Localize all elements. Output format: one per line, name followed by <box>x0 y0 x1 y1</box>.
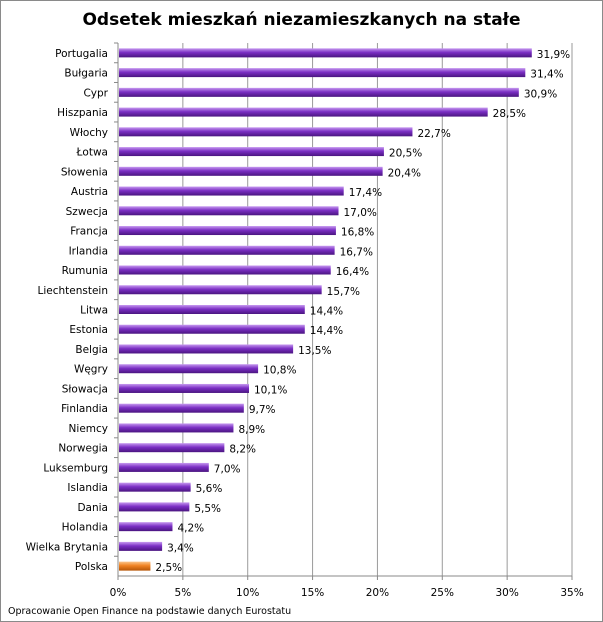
category-label: Węgry <box>74 364 108 376</box>
bar <box>119 48 532 58</box>
bar <box>119 245 335 255</box>
category-label: Słowacja <box>62 383 108 395</box>
category-label: Szwecja <box>66 206 108 218</box>
bar <box>119 87 519 97</box>
category-label: Litwa <box>80 305 108 317</box>
data-label: 31,4% <box>530 69 563 81</box>
x-tick-label: 25% <box>431 587 454 599</box>
bar <box>119 305 305 314</box>
data-label: 5,5% <box>194 503 221 515</box>
data-label: 20,5% <box>389 148 422 160</box>
bar <box>119 285 322 295</box>
x-tick-label: 15% <box>301 587 324 599</box>
bar <box>119 423 234 433</box>
data-label: 8,9% <box>238 424 265 436</box>
bar <box>119 443 225 453</box>
bar <box>119 107 488 117</box>
bar <box>119 166 383 176</box>
bar <box>119 127 413 137</box>
data-label: 16,7% <box>340 246 373 258</box>
bar <box>119 502 190 512</box>
x-tick-label: 0% <box>110 587 127 599</box>
data-label: 2,5% <box>155 562 182 574</box>
bar <box>119 324 305 334</box>
data-label: 3,4% <box>167 542 194 554</box>
category-label: Estonia <box>69 324 108 336</box>
bar <box>119 482 191 492</box>
category-label: Niemcy <box>69 423 108 435</box>
bar <box>119 344 294 354</box>
bar <box>119 383 250 393</box>
data-label: 17,4% <box>349 187 382 199</box>
category-label: Islandia <box>67 482 108 494</box>
source-note: Opracowanie Open Finance na podstawie da… <box>8 606 292 617</box>
category-label: Luksemburg <box>43 462 108 474</box>
category-label: Polska <box>75 561 108 573</box>
bar <box>119 265 331 275</box>
category-label: Wielka Brytania <box>26 541 108 553</box>
category-label: Irlandia <box>69 245 108 257</box>
data-label: 7,0% <box>214 463 241 475</box>
category-label: Włochy <box>70 127 108 139</box>
data-label: 9,7% <box>249 404 276 416</box>
bar <box>119 186 344 196</box>
data-label: 10,8% <box>263 365 296 377</box>
category-label: Finlandia <box>61 403 108 415</box>
data-label: 10,1% <box>254 384 287 396</box>
category-label: Portugalia <box>55 48 108 60</box>
category-label: Bułgaria <box>64 68 108 80</box>
data-label: 17,0% <box>344 207 377 219</box>
data-label: 16,8% <box>341 227 374 239</box>
category-label: Hiszpania <box>57 107 108 119</box>
data-label: 8,2% <box>229 444 256 456</box>
category-label: Austria <box>71 186 108 198</box>
data-label: 13,5% <box>298 345 331 357</box>
x-tick-label: 35% <box>560 587 583 599</box>
bar <box>119 561 151 571</box>
data-label: 28,5% <box>493 108 526 120</box>
category-label: Rumunia <box>62 265 108 277</box>
x-tick-label: 10% <box>236 587 259 599</box>
data-label: 4,2% <box>177 523 204 535</box>
data-label: 30,9% <box>524 88 557 100</box>
data-label: 15,7% <box>327 286 360 298</box>
bar <box>119 68 526 78</box>
bar <box>119 226 336 236</box>
bar <box>119 206 339 216</box>
category-label: Belgia <box>75 344 108 356</box>
data-label: 14,4% <box>310 306 343 318</box>
bar <box>119 403 244 413</box>
category-label: Słowenia <box>61 166 108 178</box>
bar <box>119 522 173 532</box>
category-label: Francja <box>70 226 108 238</box>
data-label: 22,7% <box>417 128 450 140</box>
x-tick-label: 5% <box>175 587 192 599</box>
category-label: Holandia <box>62 522 108 534</box>
bar <box>119 147 384 157</box>
x-tick-label: 30% <box>495 587 518 599</box>
data-label: 20,4% <box>388 167 421 179</box>
data-label: 5,6% <box>196 483 223 495</box>
category-label: Liechtenstein <box>37 285 108 297</box>
category-label: Łotwa <box>76 147 108 159</box>
x-tick-label: 20% <box>366 587 389 599</box>
bar <box>119 462 209 472</box>
chart-title: Odsetek mieszkań niezamieszkanych na sta… <box>82 10 521 30</box>
category-label: Cypr <box>83 87 108 99</box>
bar <box>119 364 259 374</box>
data-label: 31,9% <box>537 49 570 61</box>
category-label: Norwegia <box>58 443 108 455</box>
data-label: 14,4% <box>310 325 343 337</box>
category-label: Dania <box>77 502 108 514</box>
data-label: 16,4% <box>336 266 369 278</box>
bar <box>119 541 163 551</box>
